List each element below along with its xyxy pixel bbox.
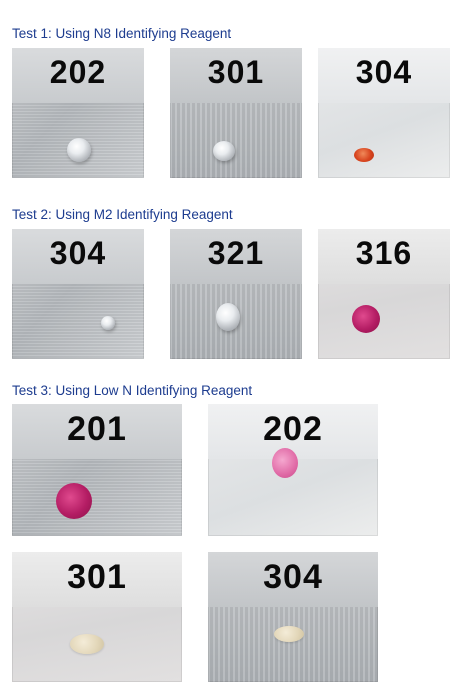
sample-photo-test3-301: 301 bbox=[12, 552, 182, 682]
sample-photo-test1-202: 202 bbox=[12, 48, 144, 178]
sample-photo-test1-304: 304 bbox=[318, 48, 450, 178]
sample-number: 304 bbox=[49, 235, 107, 271]
sample-photo-test2-316: 316 bbox=[318, 229, 450, 359]
test-2-heading: Test 2: Using M2 Identifying Reagent bbox=[12, 207, 233, 222]
magenta-droplet bbox=[56, 483, 92, 519]
sample-number: 304 bbox=[263, 558, 323, 596]
sample-number: 202 bbox=[263, 410, 323, 448]
sample-number: 321 bbox=[207, 235, 265, 271]
sample-photo-test2-321: 321 bbox=[170, 229, 302, 359]
pink-droplet bbox=[272, 448, 298, 478]
sample-number: 316 bbox=[355, 235, 413, 271]
sample-photo-test2-304: 304 bbox=[12, 229, 144, 359]
sample-photo-test1-301: 301 bbox=[170, 48, 302, 178]
sample-photo-test3-304: 304 bbox=[208, 552, 378, 682]
test-3-heading: Test 3: Using Low N Identifying Reagent bbox=[12, 383, 253, 398]
sample-number: 304 bbox=[355, 54, 413, 90]
pale-yellow-droplet bbox=[274, 626, 304, 642]
test-1-heading: Test 1: Using N8 Identifying Reagent bbox=[12, 26, 232, 41]
sample-number: 301 bbox=[207, 54, 265, 90]
clear-droplet bbox=[213, 141, 235, 161]
magenta-droplet bbox=[352, 305, 380, 333]
pale-yellow-droplet bbox=[70, 634, 104, 654]
red-orange-droplet bbox=[354, 148, 374, 162]
sample-photo-test3-202: 202 bbox=[208, 404, 378, 536]
clear-droplet bbox=[216, 303, 240, 331]
sample-number: 201 bbox=[67, 410, 127, 448]
sample-photo-test3-201: 201 bbox=[12, 404, 182, 536]
clear-droplet bbox=[101, 316, 115, 330]
clear-droplet bbox=[67, 138, 91, 162]
sample-number: 202 bbox=[49, 54, 107, 90]
sample-number: 301 bbox=[67, 558, 127, 596]
